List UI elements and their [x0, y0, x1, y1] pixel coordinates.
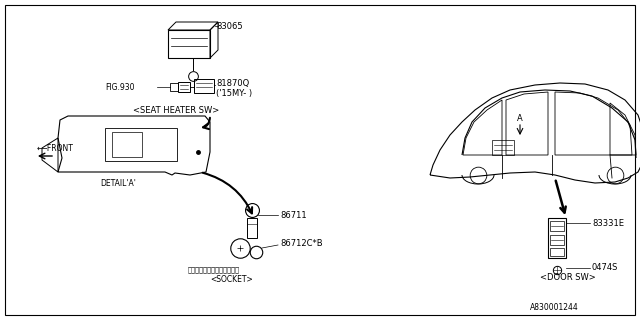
Bar: [550, 221, 564, 231]
Bar: [112, 132, 142, 157]
Text: 0474S: 0474S: [592, 263, 618, 273]
Text: A: A: [517, 114, 523, 123]
Text: <DOOR SW>: <DOOR SW>: [540, 274, 596, 283]
Bar: [550, 248, 564, 256]
Text: ('15MY- ): ('15MY- ): [216, 89, 252, 98]
Text: DETAIL'A': DETAIL'A': [100, 179, 136, 188]
Text: 81870Q: 81870Q: [216, 78, 249, 87]
Text: FIG.930: FIG.930: [105, 83, 134, 92]
Bar: [492, 140, 514, 155]
Text: コンソールアダプターコード: コンソールアダプターコード: [188, 267, 240, 273]
Bar: [168, 30, 210, 58]
Text: <SEAT HEATER SW>: <SEAT HEATER SW>: [133, 106, 220, 115]
Bar: [105, 128, 177, 161]
Bar: [170, 83, 178, 91]
Bar: [194, 79, 214, 93]
Bar: [550, 235, 564, 245]
Text: 83065: 83065: [216, 21, 243, 30]
Text: 86712C*B: 86712C*B: [280, 238, 323, 247]
Text: 83331E: 83331E: [592, 219, 624, 228]
Bar: [178, 82, 190, 92]
Text: <SOCKET>: <SOCKET>: [210, 276, 253, 284]
Text: A830001244: A830001244: [530, 303, 579, 313]
Bar: [548, 218, 566, 258]
Text: ⟵FRONT: ⟵FRONT: [37, 143, 74, 153]
Bar: [247, 218, 257, 238]
Text: 86711: 86711: [280, 211, 307, 220]
